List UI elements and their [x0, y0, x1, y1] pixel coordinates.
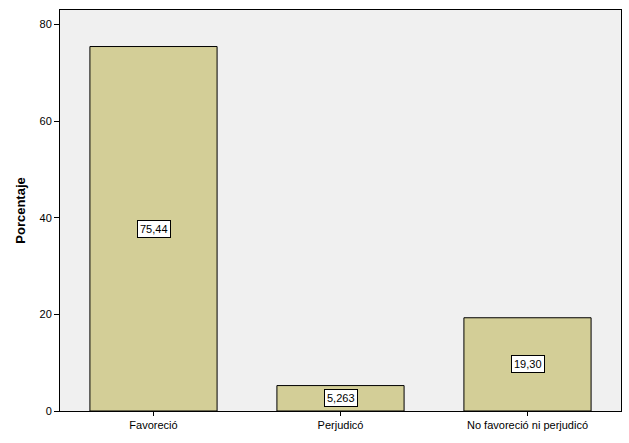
svg-text:5,263: 5,263: [327, 392, 355, 404]
svg-text:Porcentaje: Porcentaje: [13, 177, 28, 243]
svg-text:60: 60: [40, 115, 52, 127]
svg-text:40: 40: [40, 212, 52, 224]
svg-text:80: 80: [40, 18, 52, 30]
svg-text:Favoreció: Favoreció: [129, 419, 177, 431]
svg-text:No favoreció ni perjudicó: No favoreció ni perjudicó: [467, 419, 588, 431]
svg-text:75,44: 75,44: [140, 223, 168, 235]
svg-text:20: 20: [40, 308, 52, 320]
svg-text:19,30: 19,30: [514, 358, 542, 370]
svg-text:Perjudicó: Perjudicó: [318, 419, 364, 431]
svg-text:0: 0: [46, 405, 52, 417]
